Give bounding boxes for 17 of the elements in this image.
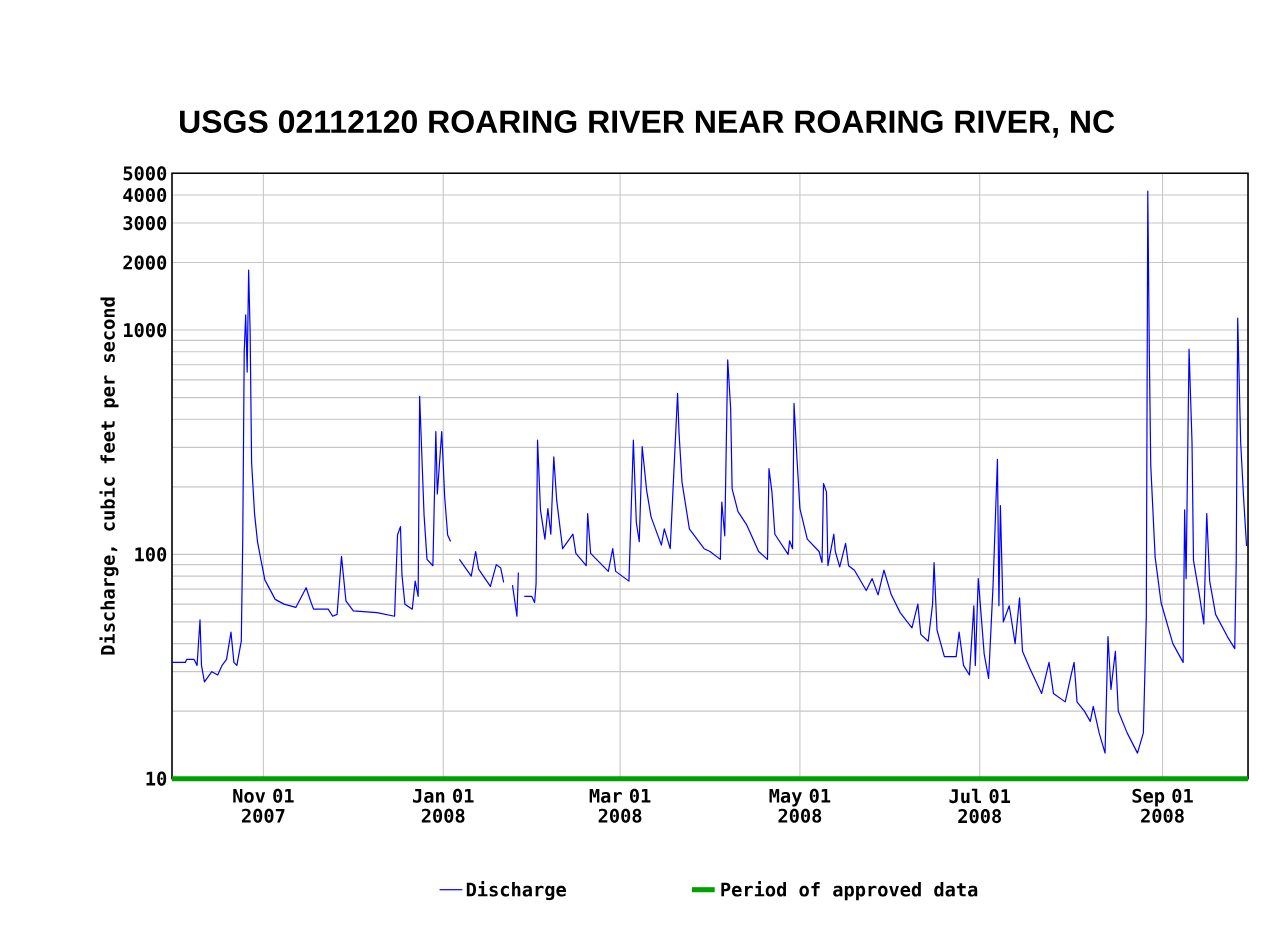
y-tick-label: 3000 bbox=[123, 216, 167, 231]
chart-title: USGS 02112120 ROARING RIVER NEAR ROARING RIVER, NC bbox=[180, 110, 1115, 138]
x-tick-label: May 01 2008 bbox=[769, 788, 831, 823]
y-axis-title: Discharge, cubic feet per second bbox=[99, 297, 119, 655]
legend-label: Discharge bbox=[466, 881, 566, 901]
y-tick-label: 5000 bbox=[123, 166, 167, 181]
y-tick-label: 4000 bbox=[123, 187, 167, 203]
y-tick-label: 100 bbox=[135, 547, 167, 562]
x-tick-label: Jan 01 2008 bbox=[413, 788, 474, 823]
y-tick-label: 1000 bbox=[124, 323, 167, 338]
y-tick-label: 10 bbox=[146, 771, 167, 786]
x-tick-label: Jul 01 2008 bbox=[949, 788, 1011, 824]
y-tick-label: 2000 bbox=[123, 255, 167, 270]
legend-label: Period of approved data bbox=[721, 881, 978, 901]
x-tick-label: Mar 01 2008 bbox=[589, 788, 651, 823]
x-tick-label: Nov 01 2007 bbox=[233, 788, 294, 823]
x-tick-label: Sep 01 2008 bbox=[1132, 788, 1193, 823]
